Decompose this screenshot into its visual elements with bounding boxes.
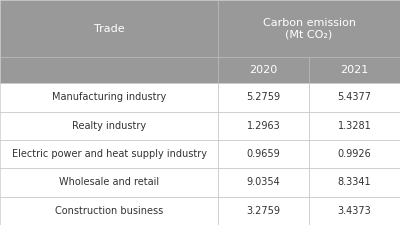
Bar [0, 112, 218, 140]
Text: Electric power and heat supply industry: Electric power and heat supply industry [12, 149, 206, 159]
Bar [218, 83, 309, 112]
Text: Manufacturing industry: Manufacturing industry [52, 92, 166, 102]
Bar [218, 0, 400, 57]
Text: 0.9659: 0.9659 [247, 149, 280, 159]
Bar [309, 83, 400, 112]
Text: 5.4377: 5.4377 [338, 92, 372, 102]
Text: 3.2759: 3.2759 [246, 206, 280, 216]
Bar [0, 57, 218, 83]
Text: 8.3341: 8.3341 [338, 178, 371, 187]
Bar [309, 112, 400, 140]
Bar [0, 168, 218, 197]
Bar [309, 140, 400, 168]
Text: 9.0354: 9.0354 [247, 178, 280, 187]
Bar [309, 168, 400, 197]
Text: 5.2759: 5.2759 [246, 92, 280, 102]
Text: 2020: 2020 [249, 65, 278, 75]
Bar [0, 83, 218, 112]
Text: 3.4373: 3.4373 [338, 206, 371, 216]
Text: 1.2963: 1.2963 [247, 121, 280, 131]
Bar [0, 197, 218, 225]
Bar [309, 57, 400, 83]
Text: Wholesale and retail: Wholesale and retail [59, 178, 159, 187]
Bar [218, 140, 309, 168]
Text: 2021: 2021 [340, 65, 369, 75]
Bar [0, 0, 218, 57]
Bar [0, 140, 218, 168]
Text: Construction business: Construction business [55, 206, 163, 216]
Bar [218, 168, 309, 197]
Bar [218, 197, 309, 225]
Text: Realty industry: Realty industry [72, 121, 146, 131]
Bar [218, 57, 309, 83]
Text: Carbon emission
(Mt CO₂): Carbon emission (Mt CO₂) [262, 18, 356, 40]
Bar [309, 197, 400, 225]
Text: Trade: Trade [94, 24, 124, 34]
Text: 1.3281: 1.3281 [338, 121, 371, 131]
Text: 0.9926: 0.9926 [338, 149, 371, 159]
Bar [218, 112, 309, 140]
